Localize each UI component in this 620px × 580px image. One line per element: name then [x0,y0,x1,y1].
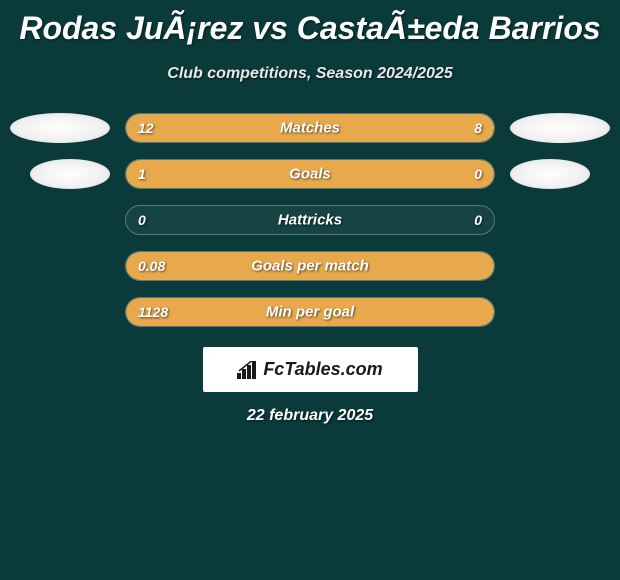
logo-label: FcTables.com [263,359,382,380]
player-right-avatar [510,113,610,143]
stat-value-right: 8 [474,120,482,136]
date-label: 22 february 2025 [0,407,620,425]
logo-box: FcTables.com [203,347,418,392]
stat-value-left: 1128 [138,304,168,320]
stat-label: Goals per match [251,258,369,275]
stat-value-right: 0 [474,166,482,182]
bar-left-fill [126,160,420,188]
stat-row-goals-per-match: 0.08 Goals per match [10,251,610,281]
stat-row-min-per-goal: 1128 Min per goal [10,297,610,327]
stats-container: 12 Matches 8 1 Goals 0 0 Hattricks 0 0.0… [0,113,620,327]
season-subtitle: Club competitions, Season 2024/2025 [0,65,620,83]
stat-row-hattricks: 0 Hattricks 0 [10,205,610,235]
stat-value-left: 12 [138,120,154,136]
stat-row-goals: 1 Goals 0 [10,159,610,189]
bar-right-fill [347,114,494,142]
chart-icon [237,361,259,379]
comparison-title: Rodas JuÃ¡rez vs CastaÃ±eda Barrios [0,0,620,47]
player-left-avatar [10,113,110,143]
bar-container: 12 Matches 8 [125,113,495,143]
stat-value-left: 0 [138,212,146,228]
bar-container: 1128 Min per goal [125,297,495,327]
stat-label: Hattricks [278,212,342,229]
stat-value-right: 0 [474,212,482,228]
bar-container: 0 Hattricks 0 [125,205,495,235]
stat-label: Goals [289,166,331,183]
player-right-avatar [510,159,590,189]
stat-label: Matches [280,120,340,137]
bar-container: 1 Goals 0 [125,159,495,189]
stat-label: Min per goal [266,304,354,321]
stat-value-left: 1 [138,166,146,182]
bar-container: 0.08 Goals per match [125,251,495,281]
stat-value-left: 0.08 [138,258,165,274]
player-left-avatar [30,159,110,189]
bar-right-fill [420,160,494,188]
stat-row-matches: 12 Matches 8 [10,113,610,143]
logo-text: FcTables.com [237,359,382,380]
